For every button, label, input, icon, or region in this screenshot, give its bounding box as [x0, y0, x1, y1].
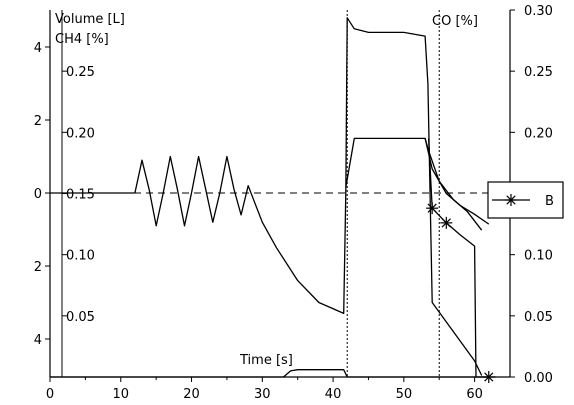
ch4-tick-label: 0.05 — [66, 310, 95, 325]
series-group — [50, 17, 496, 378]
series-line-1 — [50, 369, 496, 378]
x-tick-label: 60 — [466, 387, 483, 402]
axis-title-time: Time [s] — [239, 353, 293, 368]
marker-stroke — [441, 218, 451, 228]
asterisk-marker-icon — [426, 202, 439, 215]
legend-marker-stroke — [506, 195, 516, 205]
legend: B — [487, 181, 564, 219]
co-tick-label: 0.25 — [524, 65, 553, 80]
co-tick-label: 0.20 — [524, 126, 553, 141]
ch4-tick-label: 0.25 — [66, 65, 95, 80]
series-line-2 — [345, 137, 483, 231]
series-line-3 — [424, 138, 490, 225]
ch4-tick-label: 0.15 — [66, 188, 95, 203]
volume-tick-label: 0 — [34, 187, 42, 202]
volume-tick-label: 2 — [34, 114, 42, 129]
volume-tick-label: 4 — [34, 41, 42, 56]
legend-marker-asterisk-icon — [505, 194, 517, 206]
series-line-4 — [427, 138, 489, 378]
ch4-tick-label: 0.10 — [66, 249, 95, 264]
series-line-0 — [50, 17, 483, 376]
x-tick-label: 40 — [325, 387, 342, 402]
x-tick-label: 30 — [254, 387, 271, 402]
axes-group: 0 10 20 30 40 50 60420240.250.200.150.100.050.… — [34, 4, 553, 402]
x-tick-label: 10 — [112, 387, 129, 402]
legend-label: B — [545, 194, 554, 209]
x-tick-label: 20 — [183, 387, 200, 402]
ch4-tick-label: 0.20 — [66, 126, 95, 141]
co-tick-label: 0.00 — [524, 371, 553, 386]
co-tick-label: 0.05 — [524, 310, 553, 325]
volume-tick-label: 4 — [34, 333, 42, 348]
marker-stroke — [427, 203, 437, 213]
co-tick-label: 0.10 — [524, 249, 553, 264]
co-tick-label: 0.30 — [524, 4, 553, 19]
series-markers — [426, 202, 495, 383]
x-tick-label: 50 — [396, 387, 413, 402]
axis-title-co: CO [%] — [432, 14, 478, 29]
x-tick-label: 0 — [46, 387, 54, 402]
marker-stroke — [484, 372, 494, 382]
asterisk-marker-icon — [440, 216, 453, 229]
axis-title-volume: Volume [L] — [55, 12, 125, 27]
asterisk-marker-icon — [482, 371, 495, 383]
axis-title-ch4: CH4 [%] — [55, 32, 109, 47]
volume-tick-label: 2 — [34, 260, 42, 275]
